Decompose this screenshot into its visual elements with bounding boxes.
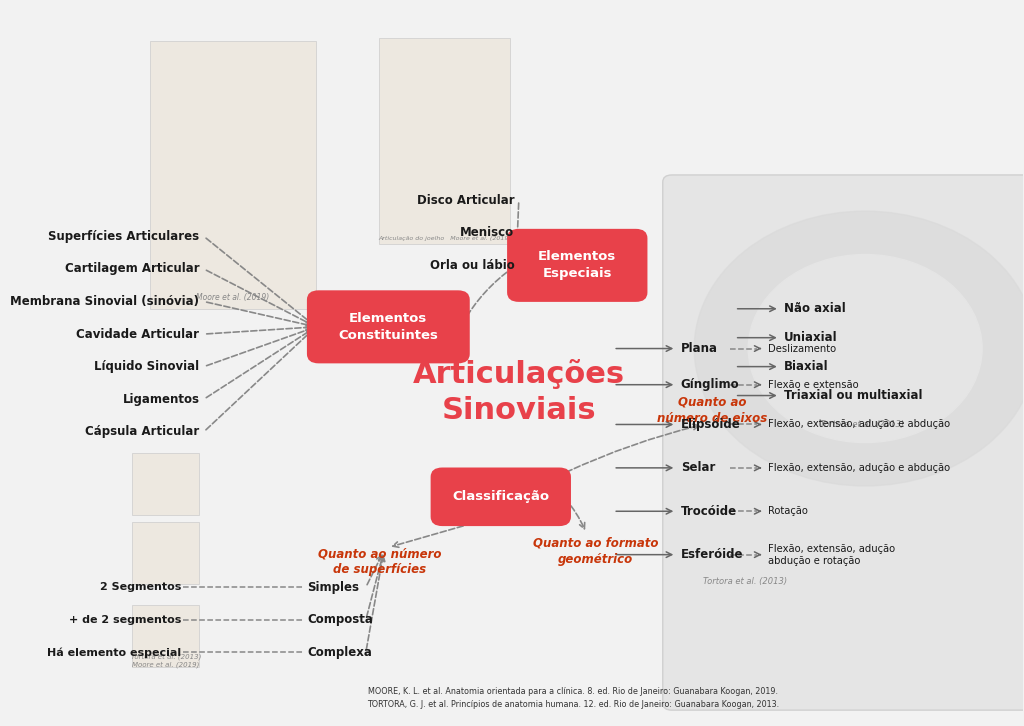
Text: Trocóide: Trocóide: [681, 505, 737, 518]
Text: Membrana Sinovial (sinóvia): Membrana Sinovial (sinóvia): [10, 295, 200, 308]
Text: MOORE, K. L. et al. Anatomia orientada para a clínica. 8. ed. Rio de Janeiro: Gu: MOORE, K. L. et al. Anatomia orientada p…: [367, 688, 779, 709]
Text: Flexão, extensão, adução
abdução e rotação: Flexão, extensão, adução abdução e rotaç…: [768, 544, 895, 566]
Text: Flexão, extensão, adução e abdução: Flexão, extensão, adução e abdução: [768, 420, 950, 430]
Text: Moore et al. (2019): Moore et al. (2019): [196, 293, 269, 301]
Circle shape: [694, 211, 1024, 486]
FancyBboxPatch shape: [150, 41, 316, 309]
Text: Flexão, extensão, adução e abdução: Flexão, extensão, adução e abdução: [768, 463, 950, 473]
Text: Não axial: Não axial: [784, 302, 846, 315]
Text: Tortora et al. (2013): Tortora et al. (2013): [820, 420, 904, 429]
Text: Quanto ao número
de superfícies: Quanto ao número de superfícies: [317, 547, 441, 576]
Text: 2 Segmentos: 2 Segmentos: [100, 582, 181, 592]
FancyBboxPatch shape: [379, 38, 510, 244]
Text: Elipsóide: Elipsóide: [681, 418, 740, 431]
Text: Deslizamento: Deslizamento: [768, 343, 837, 354]
Text: Plana: Plana: [681, 342, 718, 355]
Text: Tortora et al. (2013): Tortora et al. (2013): [703, 577, 787, 586]
Text: Líquido Sinovial: Líquido Sinovial: [94, 360, 200, 373]
FancyBboxPatch shape: [663, 175, 1024, 710]
FancyBboxPatch shape: [431, 468, 571, 526]
Text: Cavidade Articular: Cavidade Articular: [77, 327, 200, 340]
Text: + de 2 segmentos: + de 2 segmentos: [69, 615, 181, 625]
Text: Biaxial: Biaxial: [784, 360, 828, 373]
Text: Disco Articular: Disco Articular: [417, 194, 514, 207]
Text: Há elemento especial: Há elemento especial: [47, 647, 181, 658]
Text: Complexa: Complexa: [307, 646, 373, 658]
Text: Triaxial ou multiaxial: Triaxial ou multiaxial: [784, 389, 923, 402]
Text: Uniaxial: Uniaxial: [784, 331, 838, 344]
Text: Cápsula Articular: Cápsula Articular: [85, 425, 200, 439]
Text: Rotação: Rotação: [768, 506, 808, 516]
FancyBboxPatch shape: [132, 454, 200, 515]
Text: Ligamentos: Ligamentos: [123, 393, 200, 406]
FancyBboxPatch shape: [132, 522, 200, 584]
Text: Selar: Selar: [681, 461, 715, 474]
Text: Quanto ao formato
geométrico: Quanto ao formato geométrico: [532, 537, 658, 566]
Text: Esferóide: Esferóide: [681, 548, 743, 561]
Text: Menisco: Menisco: [460, 227, 514, 240]
Text: Flexão e extensão: Flexão e extensão: [768, 380, 859, 390]
Text: Elementos
Constituintes: Elementos Constituintes: [338, 312, 438, 342]
FancyBboxPatch shape: [307, 290, 470, 363]
Text: Orla ou lábio: Orla ou lábio: [429, 259, 514, 272]
Text: Cartilagem Articular: Cartilagem Articular: [65, 263, 200, 275]
Text: Articulações
Sinoviais: Articulações Sinoviais: [413, 359, 625, 425]
Text: Quanto ao
número de eixos: Quanto ao número de eixos: [657, 396, 767, 425]
Text: Tortora et al. (2013)
Moore et al. (2019): Tortora et al. (2013) Moore et al. (2019…: [131, 653, 202, 668]
Text: Superfícies Articulares: Superfícies Articulares: [48, 230, 200, 243]
Text: Articulação do joelho   Moore et al. (2019): Articulação do joelho Moore et al. (2019…: [379, 237, 511, 242]
FancyBboxPatch shape: [507, 229, 647, 302]
Text: Simples: Simples: [307, 581, 359, 594]
Circle shape: [749, 255, 982, 443]
Text: Composta: Composta: [307, 613, 373, 627]
Text: Gínglimo: Gínglimo: [681, 378, 739, 391]
FancyBboxPatch shape: [132, 605, 200, 666]
Text: Classificação: Classificação: [453, 490, 549, 503]
Text: Elementos
Especiais: Elementos Especiais: [539, 250, 616, 280]
